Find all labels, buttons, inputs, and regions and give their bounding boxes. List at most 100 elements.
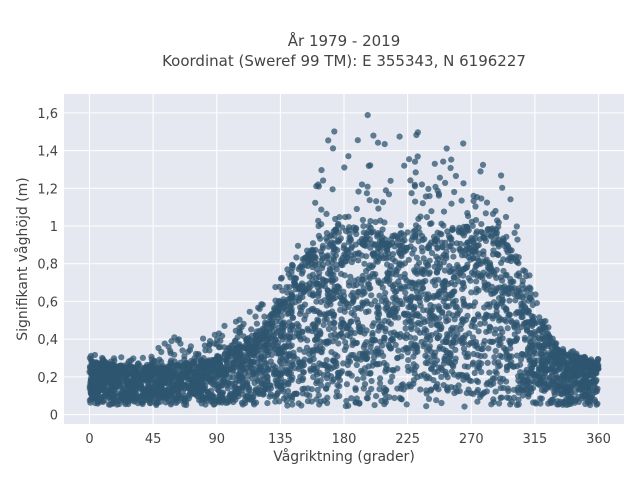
data-point: [432, 349, 439, 356]
data-point: [478, 195, 485, 202]
data-point: [360, 223, 367, 230]
data-point: [283, 357, 290, 364]
data-point: [204, 389, 211, 396]
data-point: [118, 354, 125, 361]
data-point: [296, 310, 304, 317]
data-point: [338, 270, 345, 277]
data-point: [284, 402, 291, 409]
data-point: [428, 249, 436, 257]
data-point: [525, 309, 532, 316]
data-point: [370, 262, 377, 269]
data-point: [512, 310, 519, 317]
data-point: [284, 388, 292, 395]
data-point: [206, 341, 213, 348]
data-point: [464, 239, 471, 246]
data-point: [522, 369, 529, 376]
data-point: [378, 297, 385, 304]
data-point: [530, 313, 537, 321]
data-point: [316, 360, 323, 367]
data-point: [315, 392, 322, 399]
data-point: [411, 183, 418, 190]
data-point: [474, 398, 481, 405]
data-point: [102, 392, 109, 399]
data-point: [329, 186, 336, 193]
data-point: [549, 399, 556, 406]
data-point: [428, 321, 435, 328]
data-point: [313, 298, 320, 305]
data-point: [140, 393, 147, 400]
data-point: [505, 284, 512, 292]
data-point: [492, 347, 499, 355]
data-point: [496, 400, 503, 407]
data-point: [407, 304, 414, 311]
data-point: [376, 386, 383, 393]
data-point: [338, 261, 345, 268]
data-point: [562, 389, 569, 397]
data-point: [201, 342, 208, 349]
data-point: [436, 343, 444, 351]
data-point: [527, 320, 534, 327]
data-point: [353, 361, 360, 369]
data-point: [469, 334, 477, 341]
data-point: [403, 296, 410, 303]
data-point: [400, 346, 407, 353]
data-point: [363, 395, 370, 402]
data-point: [379, 284, 386, 291]
data-point: [348, 245, 355, 252]
data-point: [490, 227, 497, 234]
data-point: [300, 369, 307, 376]
data-point: [394, 365, 401, 372]
data-point: [366, 285, 373, 292]
data-point: [202, 347, 209, 354]
data-point: [449, 224, 456, 232]
data-point: [302, 262, 309, 269]
data-point: [420, 307, 427, 314]
data-point: [155, 372, 162, 379]
data-point: [167, 350, 174, 357]
data-point: [206, 365, 214, 372]
data-point: [477, 168, 484, 175]
data-point: [342, 214, 349, 221]
data-point: [486, 260, 493, 267]
data-point: [87, 399, 94, 406]
data-point: [491, 375, 498, 382]
data-point: [289, 401, 296, 408]
data-point: [475, 257, 482, 264]
data-point: [221, 322, 228, 329]
data-point: [588, 367, 596, 374]
x-tick-label: 225: [395, 432, 420, 447]
data-point: [337, 331, 344, 338]
data-point: [517, 356, 525, 363]
data-point: [253, 320, 260, 327]
data-point: [179, 362, 186, 369]
data-point: [387, 177, 394, 184]
data-point: [428, 332, 435, 339]
data-point: [319, 281, 326, 289]
data-point: [472, 203, 479, 210]
data-point: [461, 403, 468, 410]
y-tick-label: 1,6: [37, 107, 58, 122]
data-point: [181, 385, 188, 392]
data-point: [318, 167, 325, 174]
data-point: [194, 352, 202, 359]
data-point: [259, 301, 266, 308]
data-point: [583, 366, 591, 373]
data-point: [469, 222, 476, 229]
data-point: [319, 242, 326, 249]
data-point: [587, 379, 594, 386]
data-point: [498, 394, 505, 401]
data-point: [482, 237, 490, 244]
data-point: [545, 333, 552, 340]
data-point: [265, 386, 272, 393]
data-point: [195, 387, 202, 395]
data-point: [260, 391, 267, 398]
data-point: [341, 346, 348, 354]
data-point: [219, 332, 226, 339]
data-point: [326, 320, 333, 327]
data-point: [479, 161, 487, 168]
data-point: [365, 273, 372, 280]
data-point: [335, 220, 342, 227]
data-point: [299, 256, 306, 263]
data-point: [244, 336, 251, 343]
data-point: [381, 359, 388, 366]
